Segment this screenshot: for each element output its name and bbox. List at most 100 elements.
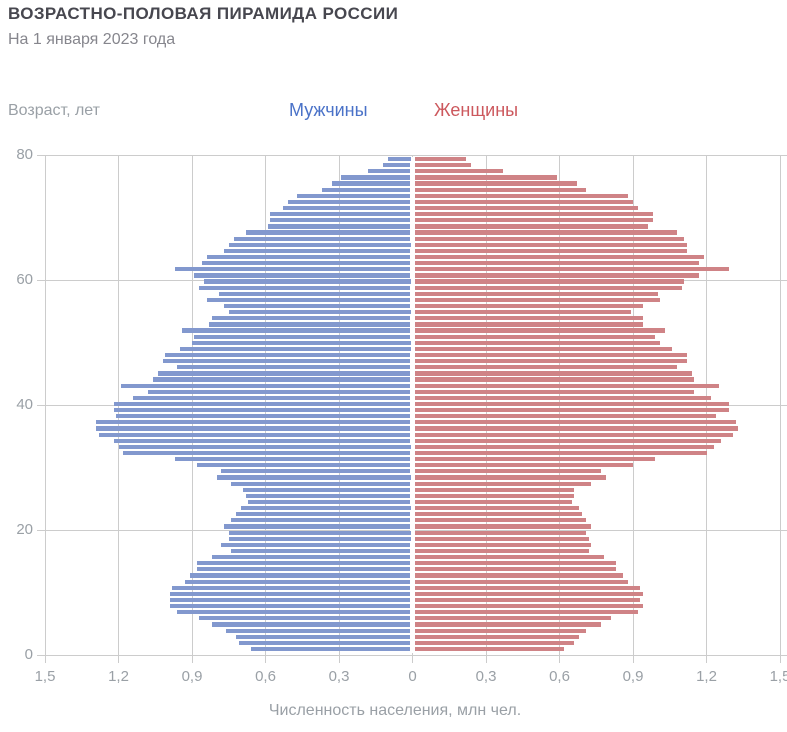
female-bar-age-27 [414,481,592,486]
male-bar-age-78 [368,169,411,174]
male-bar-age-38 [116,414,411,419]
female-bar-age-29 [414,469,602,474]
female-bar-age-20 [414,524,592,529]
male-bar-age-25 [245,493,411,498]
female-bar-age-0 [414,646,565,652]
male-bar-age-71 [270,212,411,217]
male-bar-age-4 [211,622,411,627]
male-bar-age-48 [165,352,411,358]
male-bar-age-29 [221,469,411,474]
male-bar-age-69 [267,224,411,229]
female-bar-age-26 [414,487,575,492]
female-bar-age-37 [414,420,736,425]
female-bar-age-47 [414,359,687,364]
female-bar-age-21 [414,518,587,523]
female-bar-age-59 [414,285,682,290]
x-tick-label: 0,3 [475,668,497,685]
male-bar-age-1 [238,640,411,645]
x-tick-label: 1,5 [769,668,787,685]
female-bar-age-50 [414,340,660,345]
male-bar-age-31 [174,457,411,462]
male-bar-age-28 [216,475,411,480]
male-bar-age-64 [206,254,411,260]
male-bar-age-11 [184,579,411,584]
male-bar-age-61 [194,273,411,278]
female-bar-age-53 [414,322,643,327]
x-tick-label: 0,9 [622,668,644,685]
female-bar-age-77 [414,175,558,180]
female-bar-age-38 [414,414,717,419]
male-bar-age-9 [169,591,411,596]
male-bar-age-0 [250,646,411,652]
female-bar-age-11 [414,579,629,584]
female-bar-age-1 [414,640,575,645]
female-bar-age-80 [414,157,467,162]
male-bar-age-80 [388,157,411,162]
male-bar-age-70 [270,218,411,223]
female-bar-age-66 [414,242,687,247]
female-bar-age-60 [414,279,685,284]
x-tick-label: 0 [408,668,417,685]
male-bar-age-33 [118,444,411,449]
male-bar-age-77 [341,175,411,180]
female-bar-age-54 [414,316,643,321]
male-bar-age-24 [248,499,411,505]
male-bar-age-19 [228,530,411,535]
female-bar-age-31 [414,457,656,462]
male-bar-age-60 [204,279,411,284]
female-bar-age-36 [414,426,739,431]
female-bar-age-12 [414,573,624,578]
male-bar-age-43 [120,383,411,388]
male-bar-age-18 [228,536,411,541]
male-bar-age-40 [113,401,411,407]
female-bar-age-79 [414,163,472,168]
y-tick-label: 40 [16,396,33,413]
male-bar-age-5 [199,616,411,621]
male-bar-age-44 [152,377,411,382]
female-bar-age-15 [414,555,604,560]
male-bar-age-37 [96,420,411,425]
female-bar-age-72 [414,205,638,211]
male-bar-age-39 [113,408,411,413]
female-bar-age-28 [414,475,607,480]
female-bar-age-48 [414,352,687,358]
female-bar-age-58 [414,291,658,296]
male-bar-age-76 [331,181,411,186]
female-bar-age-5 [414,616,611,621]
female-bar-age-33 [414,444,714,449]
male-bar-age-30 [196,463,411,468]
male-bar-age-68 [245,230,411,235]
male-bar-age-26 [243,487,411,492]
male-bar-age-12 [189,573,411,578]
x-tick-label: 0,3 [328,668,350,685]
male-bar-age-42 [147,389,411,394]
male-bar-age-67 [233,236,411,241]
female-bar-age-41 [414,395,712,400]
male-bar-age-2 [236,634,411,639]
y-axis-title: Возраст, лет [8,102,100,119]
male-bar-age-58 [218,291,411,296]
x-axis-title: Численность населения, млн чел. [268,702,522,719]
female-bar-age-61 [414,273,700,278]
male-bar-age-50 [192,340,411,345]
male-bar-age-22 [236,512,411,517]
x-tick-label: 1,5 [34,668,56,685]
male-bar-age-20 [223,524,411,529]
female-bar-age-62 [414,267,729,272]
male-bar-age-21 [231,518,411,523]
female-bar-age-78 [414,169,504,174]
female-bar-age-32 [414,450,707,456]
male-bar-age-47 [162,359,411,364]
y-tick-label: 80 [16,146,33,163]
female-bar-age-34 [414,438,722,443]
male-bar-age-23 [241,506,411,511]
female-bar-age-7 [414,604,643,609]
female-bar-age-70 [414,218,653,223]
male-bar-age-57 [206,297,411,303]
horizontal-gridline [37,154,787,156]
female-bar-age-13 [414,567,616,572]
y-tick-label: 60 [16,271,33,288]
x-tick-label: 0,9 [181,668,203,685]
